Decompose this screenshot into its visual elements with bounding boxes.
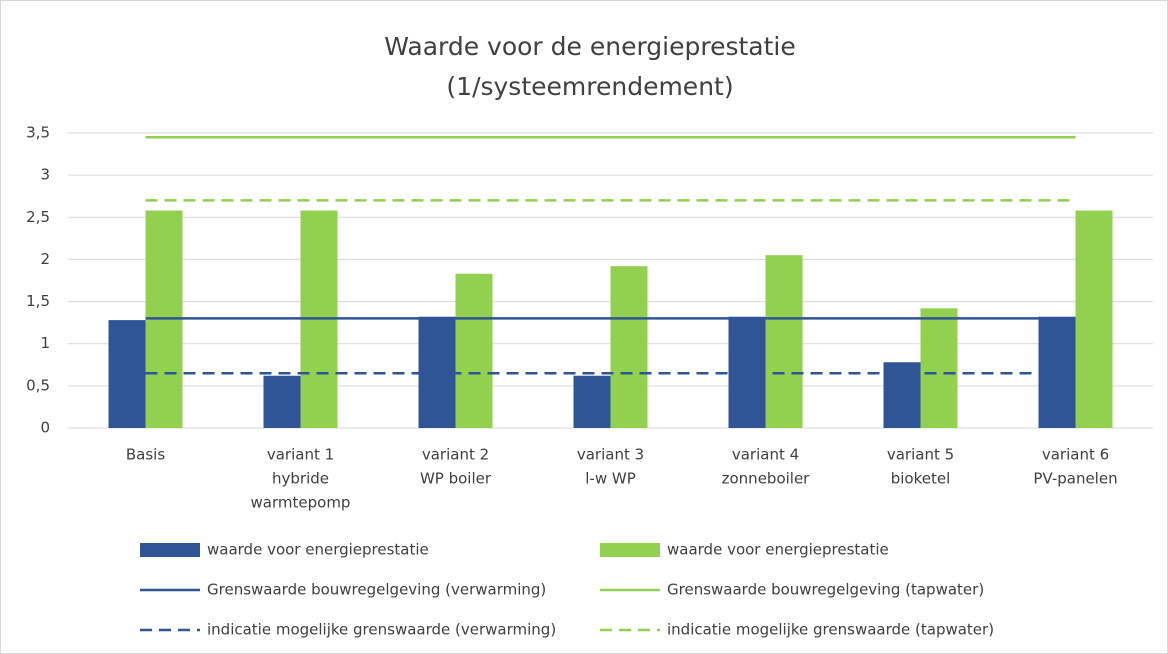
x-tick-label: variant 3 [577,446,644,464]
x-tick-label: hybride [272,470,329,488]
bar [1075,210,1113,428]
x-tick-label: variant 5 [887,446,954,464]
bar [108,320,146,428]
y-tick-label: 1 [40,334,50,352]
bar [263,375,301,428]
x-tick-label: l-w WP [585,470,636,488]
x-tick-label: variant 4 [732,446,799,464]
legend-label: indicatie mogelijke grenswaarde (tapwate… [667,621,994,639]
x-tick-label: Basis [126,446,165,464]
bar [765,255,803,428]
x-tick-label: PV-panelen [1033,470,1117,488]
x-tick-label: warmtepomp [251,494,351,512]
legend-swatch [140,543,200,557]
x-tick-label: variant 1 [267,446,334,464]
chart-title: Waarde voor de energieprestatie [384,32,796,61]
legend-label: indicatie mogelijke grenswaarde (verwarm… [207,621,556,639]
legend-label: waarde voor energieprestatie [207,541,429,559]
x-tick-label: WP boiler [420,470,492,488]
legend-label: Grenswaarde bouwregelgeving (tapwater) [667,581,984,599]
chart-title: (1/systeemrendement) [446,72,733,101]
legend-label: waarde voor energieprestatie [667,541,889,559]
bar [455,273,493,428]
y-tick-label: 0 [40,419,50,437]
bar [920,308,958,428]
y-tick-label: 3 [40,166,50,184]
x-tick-label: zonneboiler [722,470,811,488]
y-tick-label: 3,5 [26,124,50,142]
x-tick-label: variant 2 [422,446,489,464]
x-tick-label: variant 6 [1042,446,1109,464]
bar [610,266,648,428]
x-tick-label: bioketel [891,470,951,488]
y-tick-label: 0,5 [26,376,50,394]
y-tick-label: 2 [40,250,50,268]
y-tick-label: 1,5 [26,292,50,310]
bar [573,375,611,428]
legend-swatch [600,543,660,557]
legend-label: Grenswaarde bouwregelgeving (verwarming) [207,581,546,599]
y-tick-label: 2,5 [26,208,50,226]
